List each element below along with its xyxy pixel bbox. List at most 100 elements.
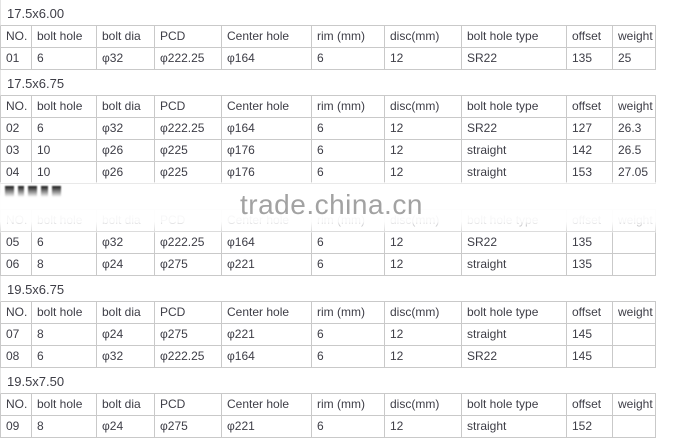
table-cell: φ32 xyxy=(97,346,155,368)
table-cell: 135 xyxy=(567,254,613,276)
table-cell: 152 xyxy=(567,416,613,438)
column-header: Center hole xyxy=(222,302,312,324)
column-header: rim (mm) xyxy=(312,26,385,48)
column-header: disc(mm) xyxy=(385,26,462,48)
column-header: weight xyxy=(613,394,656,416)
table-cell: 6 xyxy=(312,324,385,346)
table-row: 02 6 φ32 φ222.25 φ164 6 12 SR22 127 26.3 xyxy=(0,118,656,140)
table-cell: φ32 xyxy=(97,118,155,140)
column-header: rim (mm) xyxy=(312,394,385,416)
table-cell: 6 xyxy=(32,346,97,368)
table-cell: 06 xyxy=(0,254,32,276)
table-cell: 01 xyxy=(0,48,32,70)
table-cell: 12 xyxy=(385,232,462,254)
section-title-4: 19.5x6.75 xyxy=(0,276,656,302)
table-cell: φ222.25 xyxy=(155,118,222,140)
table-cell: φ222.25 xyxy=(155,232,222,254)
smudge-mark xyxy=(52,186,61,197)
column-header: PCD xyxy=(155,96,222,118)
table-row: 08 6 φ32 φ222.25 φ164 6 12 SR22 145 xyxy=(0,346,656,368)
table-cell: φ164 xyxy=(222,48,312,70)
column-header: PCD xyxy=(155,394,222,416)
column-header: NO. xyxy=(0,302,32,324)
column-header: NO. xyxy=(0,394,32,416)
column-header: bolt dia xyxy=(97,96,155,118)
smudge-mark xyxy=(5,186,14,197)
column-header: disc(mm) xyxy=(385,96,462,118)
smudge-mark xyxy=(41,186,48,197)
table-cell xyxy=(613,324,656,346)
table-cell: φ275 xyxy=(155,416,222,438)
smudge-mark xyxy=(28,186,37,197)
table-cell: 135 xyxy=(567,232,613,254)
table-cell xyxy=(613,254,656,276)
column-header: bolt hole xyxy=(32,210,97,232)
column-header: weight xyxy=(613,302,656,324)
column-header: bolt hole type xyxy=(462,210,567,232)
column-header: rim (mm) xyxy=(312,96,385,118)
table-row: 09 8 φ24 φ275 φ221 6 12 straight 152 xyxy=(0,416,656,438)
table-cell xyxy=(613,346,656,368)
table-cell: 04 xyxy=(0,162,32,184)
table-cell: 07 xyxy=(0,324,32,346)
table-cell: 6 xyxy=(32,118,97,140)
table-cell: φ221 xyxy=(222,416,312,438)
table-cell: 12 xyxy=(385,118,462,140)
table-cell: straight xyxy=(462,416,567,438)
column-header: NO. xyxy=(0,26,32,48)
table-cell: 26.5 xyxy=(613,140,656,162)
column-header: disc(mm) xyxy=(385,394,462,416)
column-header: bolt dia xyxy=(97,26,155,48)
column-header: bolt hole xyxy=(32,302,97,324)
table-cell: straight xyxy=(462,324,567,346)
section-title-2: 17.5x6.75 xyxy=(0,70,656,96)
table-cell: straight xyxy=(462,140,567,162)
header-row: NO. bolt hole bolt dia PCD Center hole rim (m… xyxy=(0,394,656,416)
table-cell: 09 xyxy=(0,416,32,438)
table-cell: straight xyxy=(462,162,567,184)
table-cell: 145 xyxy=(567,324,613,346)
column-header: weight xyxy=(613,96,656,118)
table-cell: 6 xyxy=(312,416,385,438)
column-header: weight xyxy=(613,26,656,48)
column-header: PCD xyxy=(155,26,222,48)
table-cell: SR22 xyxy=(462,118,567,140)
table-cell: 6 xyxy=(312,118,385,140)
table-cell: φ164 xyxy=(222,118,312,140)
table-row: 01 6 φ32 φ222.25 φ164 6 12 SR22 135 25 xyxy=(0,48,656,70)
table-cell: φ275 xyxy=(155,324,222,346)
table-cell: 12 xyxy=(385,254,462,276)
table-cell: 135 xyxy=(567,48,613,70)
table-cell: 27.05 xyxy=(613,162,656,184)
column-header: disc(mm) xyxy=(385,302,462,324)
table-cell: 142 xyxy=(567,140,613,162)
table-cell: 6 xyxy=(32,48,97,70)
table-cell: 12 xyxy=(385,346,462,368)
column-header: offset xyxy=(567,394,613,416)
table-cell: φ32 xyxy=(97,232,155,254)
table-cell: 12 xyxy=(385,324,462,346)
table-cell: 08 xyxy=(0,346,32,368)
column-header: bolt dia xyxy=(97,394,155,416)
table-cell: 153 xyxy=(567,162,613,184)
column-header: bolt dia xyxy=(97,210,155,232)
table-cell: 8 xyxy=(32,324,97,346)
table-cell: 10 xyxy=(32,162,97,184)
column-header: bolt dia xyxy=(97,302,155,324)
table-row: 03 10 φ26 φ225 φ176 6 12 straight 142 26.5 xyxy=(0,140,656,162)
table-cell xyxy=(613,416,656,438)
table-cell: φ24 xyxy=(97,254,155,276)
header-row: NO. bolt hole bolt dia PCD Center hole rim (m… xyxy=(0,26,656,48)
column-header: offset xyxy=(567,210,613,232)
column-header: weight xyxy=(613,210,656,232)
table-cell: 8 xyxy=(32,254,97,276)
table-cell: φ222.25 xyxy=(155,48,222,70)
table-cell: SR22 xyxy=(462,48,567,70)
header-row: NO. bolt hole bolt dia PCD Center hole rim (m… xyxy=(0,302,656,324)
table-cell: φ24 xyxy=(97,324,155,346)
table-cell: 26.3 xyxy=(613,118,656,140)
table-cell: 6 xyxy=(312,162,385,184)
table-cell: 6 xyxy=(312,140,385,162)
table-row: 05 6 φ32 φ222.25 φ164 6 12 SR22 135 xyxy=(0,232,656,254)
section-title-5: 19.5x7.50 xyxy=(0,368,656,394)
